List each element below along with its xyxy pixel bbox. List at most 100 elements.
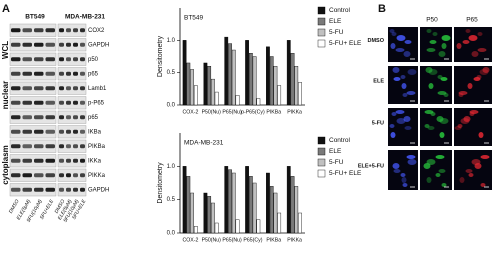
cell xyxy=(396,35,406,41)
bar xyxy=(245,166,249,234)
row-label: ELE xyxy=(373,78,384,84)
blot-band xyxy=(34,71,44,76)
legend-swatch xyxy=(317,147,326,156)
cell xyxy=(402,183,408,187)
protein-label: p50 xyxy=(88,57,99,63)
blot-band xyxy=(11,57,21,62)
cell xyxy=(439,132,445,138)
bar xyxy=(186,176,191,234)
row-label: ELE+5-FU xyxy=(358,163,384,169)
cell xyxy=(458,93,464,97)
bar xyxy=(248,53,253,106)
cell xyxy=(426,159,436,165)
blot-band xyxy=(59,129,64,134)
cell xyxy=(392,67,400,73)
legend-label: 5-FU+ ELE xyxy=(329,40,362,47)
bar xyxy=(207,65,212,106)
protein-label: p-P65 xyxy=(88,100,105,106)
cell xyxy=(438,51,446,57)
bar xyxy=(248,176,253,234)
legend-swatch xyxy=(317,6,326,15)
cell xyxy=(391,112,397,116)
blot-strip xyxy=(9,168,57,182)
cell xyxy=(435,173,441,177)
blot-band xyxy=(80,173,85,178)
cell xyxy=(468,35,478,41)
bar xyxy=(277,212,282,234)
cell xyxy=(480,183,486,187)
cell xyxy=(439,118,449,124)
blot-band xyxy=(11,42,21,47)
cell xyxy=(458,91,468,95)
blot-strip xyxy=(9,67,57,81)
blot-band xyxy=(45,144,55,149)
blot-band xyxy=(73,144,78,149)
blot-band xyxy=(66,100,71,105)
bar xyxy=(294,186,299,234)
legend-swatch xyxy=(317,169,326,178)
blot-band xyxy=(73,115,78,120)
cell xyxy=(404,40,412,44)
panel-label: A xyxy=(2,3,10,15)
blot-band xyxy=(22,28,32,33)
cell xyxy=(428,83,434,89)
cell xyxy=(389,124,395,128)
cell xyxy=(435,155,445,159)
cell xyxy=(400,173,406,177)
cell xyxy=(482,67,490,73)
legend-swatch xyxy=(317,39,326,48)
blot-band xyxy=(45,100,55,105)
blot-band xyxy=(34,173,44,178)
blot-band xyxy=(22,173,32,178)
blot-band xyxy=(11,144,21,149)
blot-band xyxy=(73,173,78,178)
blot-band xyxy=(80,86,85,91)
blot-strip xyxy=(9,23,57,37)
bar xyxy=(235,219,240,234)
legend-label: Control xyxy=(329,7,351,14)
bar xyxy=(203,62,208,106)
group-label: WCL xyxy=(1,41,10,59)
y-axis-label: Densitometry xyxy=(157,162,164,204)
blot-band xyxy=(34,158,44,163)
blot-band xyxy=(66,71,71,76)
cell-line-label: BT549 xyxy=(25,14,45,21)
bar xyxy=(235,95,240,106)
protein-label: IKBa xyxy=(88,129,102,135)
legend-label: Control xyxy=(329,137,351,144)
cell xyxy=(428,69,438,75)
blot-band xyxy=(34,144,44,149)
cell xyxy=(427,126,435,130)
cell xyxy=(426,177,432,183)
y-tick-label: 0.5 xyxy=(167,70,176,76)
blot-band xyxy=(66,28,71,33)
blot-band xyxy=(59,28,64,33)
blot-band xyxy=(66,129,71,134)
chart-title: BT549 xyxy=(184,15,204,22)
blot-band xyxy=(11,71,21,76)
x-tick-label: PIKBa xyxy=(266,109,281,115)
bar xyxy=(190,69,194,106)
blot-band xyxy=(34,129,44,134)
cell xyxy=(403,51,411,57)
blot-band xyxy=(59,144,64,149)
cell xyxy=(457,124,463,128)
bar xyxy=(193,85,198,106)
bar xyxy=(214,222,219,234)
blot-band xyxy=(22,144,32,149)
cell xyxy=(402,93,408,97)
cell xyxy=(426,29,432,33)
blot-strip xyxy=(9,38,57,52)
x-tick-label: P65(Nu) xyxy=(222,109,242,115)
blot-band xyxy=(66,115,71,120)
cell xyxy=(465,169,473,173)
blot-band xyxy=(22,71,32,76)
x-tick-label: P50(Nu) xyxy=(202,237,222,243)
y-axis-label: Densitometry xyxy=(157,35,164,77)
bar xyxy=(182,40,187,106)
micrograph xyxy=(420,108,452,146)
cell xyxy=(459,177,465,183)
blot-strip xyxy=(57,52,87,66)
group-label: cytoplasm xyxy=(1,145,10,185)
